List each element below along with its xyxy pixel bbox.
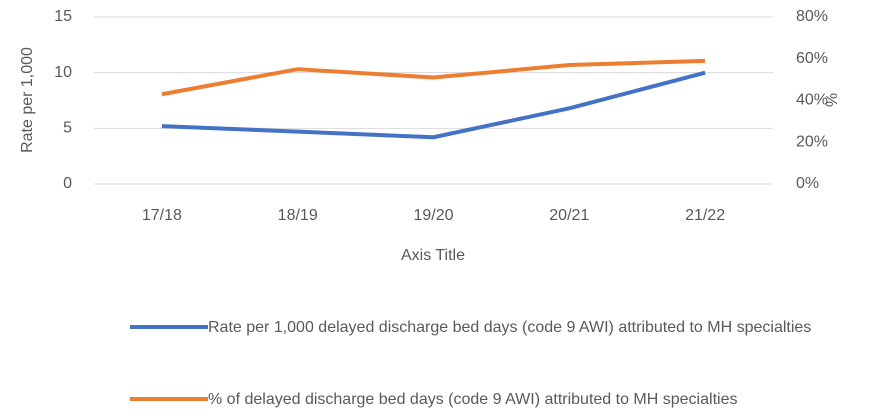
- chart: Rate per 1,000 % Axis Title 0 5 10 15 0% 20% 4…: [19, 8, 839, 264]
- legend-swatch: [130, 397, 208, 401]
- y2-axis-title: %: [822, 93, 839, 107]
- y2-tick-label: 80%: [796, 8, 828, 25]
- y2-tick-label: 40%: [796, 92, 828, 109]
- legend-label: % of delayed discharge bed days (code 9 …: [208, 391, 738, 408]
- legend-entry: Rate per 1,000 delayed discharge bed day…: [130, 316, 850, 340]
- legend-entry: % of delayed discharge bed days (code 9 …: [130, 388, 850, 412]
- x-tick-label: 20/21: [549, 207, 589, 224]
- legend-label: Rate per 1,000 delayed discharge bed day…: [208, 319, 812, 336]
- data-line: [161, 70, 706, 140]
- legend-swatch: [130, 325, 208, 329]
- y2-tick-label: 20%: [796, 133, 828, 150]
- x-axis-title: Axis Title: [401, 247, 465, 264]
- y2-tick-label: 60%: [796, 50, 828, 67]
- y-tick-label: 5: [63, 120, 72, 137]
- y-tick-label: 15: [54, 8, 72, 25]
- x-tick-label: 17/18: [142, 207, 182, 224]
- y-axis-title: Rate per 1,000: [19, 47, 36, 153]
- y2-tick-label: 0%: [796, 175, 819, 192]
- y-tick-label: 10: [54, 64, 72, 81]
- y-tick-label: 0: [63, 175, 72, 192]
- data-line: [161, 58, 706, 97]
- x-tick-label: 18/19: [278, 207, 318, 224]
- x-tick-label: 19/20: [413, 207, 453, 224]
- x-tick-label: 21/22: [685, 207, 725, 224]
